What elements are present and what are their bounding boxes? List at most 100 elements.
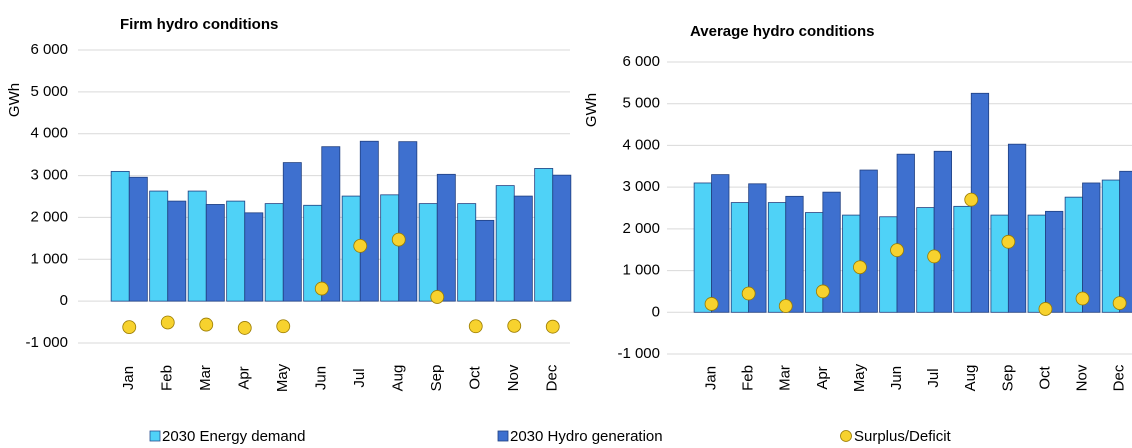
bar [1101,179,1121,313]
x-tick-label: Nov [1074,364,1091,391]
x-tick-label: Jul [925,368,942,387]
y-tick-label: -1 000 [25,334,68,351]
y-tick-label: 0 [60,292,68,309]
marker [741,286,756,301]
bar [990,214,1009,313]
y-tick-label: 6 000 [622,53,660,70]
x-tick-label: Jan [703,366,720,390]
marker [391,232,406,247]
bar [693,182,712,313]
legend-swatch [497,430,509,442]
marker [890,243,904,258]
x-tick-label: Apr [814,366,831,389]
x-tick-label: Jul [351,368,368,387]
y-tick-label: 0 [652,303,660,320]
y-tick-label: 1 000 [30,250,68,267]
bar [264,203,284,302]
marker [704,297,719,311]
y-tick-label: 3 000 [30,167,68,184]
bar [879,216,898,313]
bar [1082,182,1101,313]
marker [964,192,979,207]
x-tick-label: Dec [1111,364,1128,391]
chart-title: Average hydro conditions [690,23,874,40]
y-axis-label: GWh [6,83,23,117]
x-tick-label: Nov [505,364,522,391]
bar [534,168,554,302]
bar [282,162,302,302]
bar [859,169,878,313]
marker [853,260,867,275]
x-tick-label: Sep [428,365,445,392]
y-tick-label: 4 000 [30,125,68,142]
y-axis-label: GWh [583,93,600,127]
marker [1001,234,1016,249]
x-tick-label: Jun [313,366,330,390]
marker [122,320,137,334]
bar [953,205,972,313]
marker [927,249,942,264]
marker [1112,296,1127,311]
marker [160,315,175,330]
x-tick-label: Apr [236,366,253,389]
bar [933,150,952,313]
bar [513,195,533,302]
y-tick-label: 6 000 [30,41,68,58]
bar [205,204,225,302]
bar [128,176,148,302]
bar [149,190,169,302]
y-tick-label: 5 000 [30,83,68,100]
bar [748,183,767,313]
legend-swatch [840,430,852,442]
marker [430,290,445,304]
bar [457,203,477,302]
y-tick-label: 5 000 [622,95,660,112]
bar [187,190,207,302]
x-tick-label: Aug [962,365,979,392]
bar [167,200,187,302]
marker [199,317,214,332]
marker [1038,302,1053,316]
x-tick-label: Mar [777,365,794,391]
marker [353,238,368,253]
bar [321,146,341,302]
bar [244,212,264,302]
y-tick-label: 1 000 [622,262,660,279]
bar [822,191,841,313]
y-tick-label: 4 000 [622,136,660,153]
marker [237,321,252,335]
y-tick-label: -1 000 [617,345,660,362]
bar [359,140,379,302]
bar [767,202,787,313]
legend-label: 2030 Hydro generation [510,428,663,445]
x-tick-label: Jun [888,366,905,390]
bar [436,173,456,302]
x-tick-label: Oct [1036,366,1053,390]
marker [507,318,522,333]
marker [1075,291,1090,306]
bar [552,174,572,302]
bar [226,200,246,302]
bar [1007,143,1027,313]
bar [380,194,400,302]
marker [545,319,560,334]
x-tick-label: Aug [390,365,407,392]
y-tick-label: 2 000 [622,220,660,237]
bar [896,153,915,313]
y-tick-label: 3 000 [622,178,660,195]
chart-title: Firm hydro conditions [120,16,278,33]
legend-swatch [149,430,161,442]
marker [778,299,793,313]
x-tick-label: Dec [544,364,561,391]
x-tick-label: May [851,363,868,392]
legend-label: Surplus/Deficit [854,428,952,445]
x-tick-label: Mar [197,365,214,391]
x-tick-label: Feb [159,365,176,391]
marker [276,319,291,334]
bar [785,195,804,313]
bar [1045,210,1064,313]
marker [468,319,483,334]
x-tick-label: Sep [999,365,1016,392]
x-tick-label: Feb [740,365,757,391]
